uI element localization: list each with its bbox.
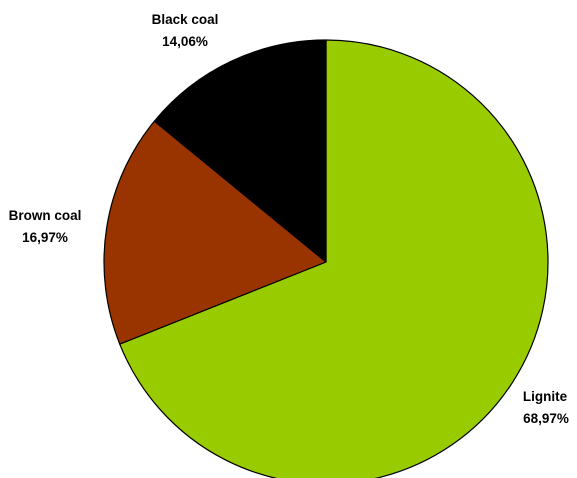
pie-slices — [103, 39, 549, 478]
label-black-coal-name: Black coal — [152, 12, 219, 27]
pie-slice-black-coal — [153, 39, 327, 263]
label-brown-coal-value: 16,97% — [22, 230, 68, 245]
label-brown-coal-name: Brown coal — [9, 208, 82, 223]
pie-slice-brown-coal — [103, 120, 327, 345]
pie-slice-lignite — [119, 39, 549, 478]
label-lignite-name: Lignite — [523, 389, 568, 404]
label-lignite-value: 68,97% — [523, 411, 569, 426]
label-black-coal-value: 14,06% — [162, 34, 208, 49]
